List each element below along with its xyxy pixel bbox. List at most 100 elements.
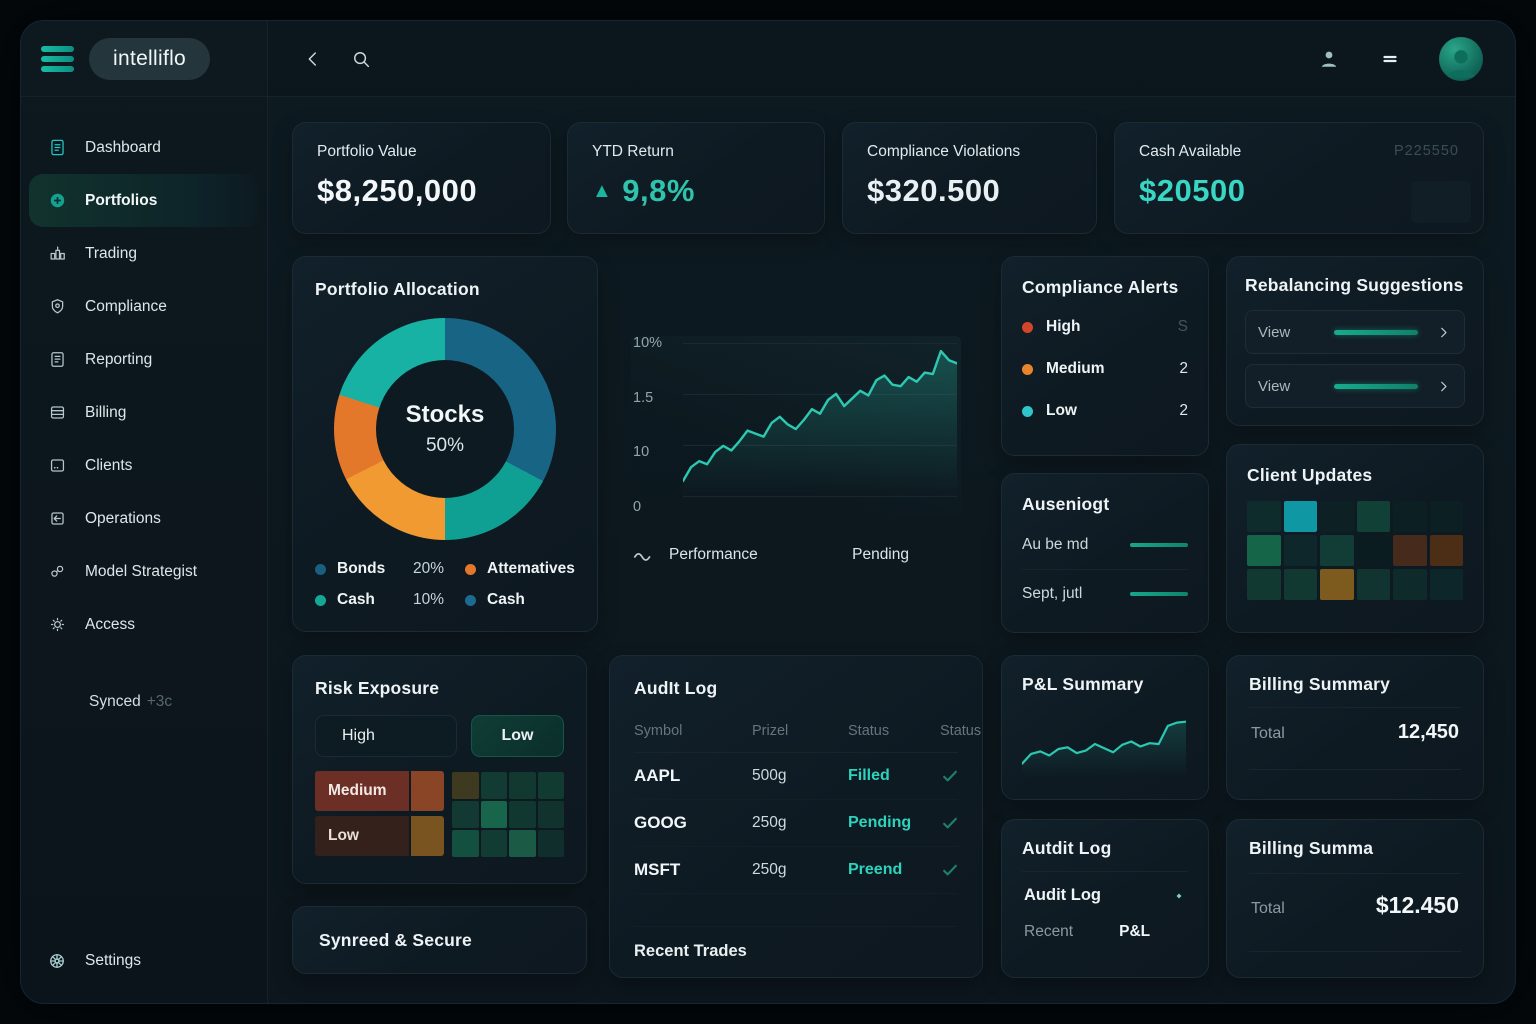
quantity-cell: 250g xyxy=(752,861,787,878)
alert-row-high: High S xyxy=(1022,306,1188,348)
sidebar-item-trading[interactable]: Trading xyxy=(29,227,259,280)
heatmap-cell xyxy=(1393,501,1427,532)
risk-high-button[interactable]: High xyxy=(315,715,457,757)
sidebar-item-billing[interactable]: Billing xyxy=(29,386,259,439)
alert-label: Medium xyxy=(1046,360,1105,377)
user-icon[interactable] xyxy=(1317,47,1341,71)
sidebar-item-model-strategist[interactable]: Model Strategist xyxy=(29,545,259,598)
search-icon[interactable] xyxy=(350,48,372,70)
avatar[interactable] xyxy=(1439,36,1483,81)
alert-label: Low xyxy=(1046,402,1077,419)
heatmap-cell xyxy=(1393,535,1427,566)
heatmap-cell xyxy=(452,830,479,857)
file-text-icon xyxy=(47,138,67,157)
heatmap-cell xyxy=(537,830,564,857)
heatmap-cell xyxy=(1247,535,1281,566)
billing-summa-card: Billing Summa Total $12.450 xyxy=(1226,819,1484,978)
heatmap-cell xyxy=(537,772,564,799)
sidebar: intelliflo Dashboard Portfolios Trading Com… xyxy=(21,21,268,1003)
back-icon[interactable] xyxy=(302,48,324,70)
stat-label: Cash Available xyxy=(1139,143,1242,160)
check-icon xyxy=(940,813,960,833)
heatmap-cell xyxy=(480,801,507,828)
risk-level-bars: Medium Low xyxy=(315,771,445,856)
sync-status: Synced +3c xyxy=(89,693,172,711)
sidebar-item-portfolios[interactable]: Portfolios xyxy=(29,174,259,227)
column-header: Status xyxy=(848,723,890,739)
up-arrow-icon: ▲ xyxy=(592,180,613,202)
heatmap-cell xyxy=(1320,569,1354,600)
client-updates-card: Client Updates xyxy=(1226,444,1484,633)
menu-icon[interactable] xyxy=(1379,48,1401,70)
heatmap-cell xyxy=(1356,569,1390,600)
rebalancing-view-row[interactable]: View xyxy=(1245,364,1465,408)
heatmap-cell xyxy=(1320,535,1354,566)
symbol-cell: AAPL xyxy=(634,766,681,785)
hamburger-icon[interactable] xyxy=(41,45,74,72)
legend-label: Cash xyxy=(337,591,375,608)
allocation-legend: Bonds 20% Attematives Cash 10% Cash xyxy=(315,560,575,609)
heatmap-cell xyxy=(1320,501,1354,532)
tab-recent[interactable]: Recent xyxy=(1024,923,1074,940)
sidebar-item-clients[interactable]: Clients xyxy=(29,439,259,492)
sidebar-item-settings[interactable]: Settings xyxy=(47,951,141,971)
stat-value: 9,8% xyxy=(622,173,695,208)
symbol-cell: MSFT xyxy=(634,860,681,879)
sidebar-item-label: Operations xyxy=(85,509,161,527)
y-axis-tick: 10 xyxy=(633,444,650,461)
chevron-right-icon xyxy=(1435,324,1452,341)
tab-pl[interactable]: P&L xyxy=(1119,923,1151,940)
quantity-cell: 500g xyxy=(752,767,787,784)
audit-row-aapl[interactable]: AAPL 500g Filled xyxy=(634,753,958,800)
severity-dot xyxy=(1022,363,1033,375)
y-axis-tick: 10% xyxy=(633,335,663,351)
card-title: Billing Summa xyxy=(1249,838,1374,858)
legend-label: Cash xyxy=(487,591,525,608)
sidebar-item-dashboard[interactable]: Dashboard xyxy=(29,121,259,174)
audit-log-item[interactable]: Audit Log xyxy=(1022,872,1188,915)
sidebar-item-operations[interactable]: Operations xyxy=(29,492,259,545)
sidebar-item-label: Model Strategist xyxy=(85,562,197,580)
symbol-cell: GOOG xyxy=(634,813,687,832)
rebalancing-view-row[interactable]: View xyxy=(1245,310,1465,354)
heatmap-cell xyxy=(1247,569,1281,600)
risk-heatmap xyxy=(452,772,564,857)
alert-row-medium: Medium 2 xyxy=(1022,348,1188,390)
legend-label: Bonds xyxy=(337,560,386,577)
card-title: AudIt Log xyxy=(634,678,718,698)
audit-row-goog[interactable]: GOOG 250g Pending xyxy=(634,800,958,847)
alert-count: 2 xyxy=(1179,402,1188,419)
card-title: Portfolio Allocation xyxy=(315,279,480,299)
quantity-cell: 250g xyxy=(752,814,787,831)
check-icon xyxy=(940,766,960,786)
rebalancing-list: View View xyxy=(1245,310,1465,408)
app-window: intelliflo Dashboard Portfolios Trading Com… xyxy=(20,20,1516,1004)
row-label: Au be md xyxy=(1022,536,1089,553)
alerts-list: High S Medium 2 Low 2 xyxy=(1022,306,1188,432)
risk-low-button[interactable]: Low xyxy=(470,715,564,757)
audit-row-msft[interactable]: MSFT 250g Preend xyxy=(634,847,958,894)
heatmap-cell xyxy=(1283,535,1317,566)
rows-icon xyxy=(47,403,67,422)
auseniogt-row: Au be md xyxy=(1022,521,1188,569)
sidebar-item-access[interactable]: Access xyxy=(29,598,259,651)
auseniogt-row: Sept, jutl xyxy=(1022,569,1188,618)
view-label: View xyxy=(1258,377,1291,395)
risk-bar-label: Medium xyxy=(315,771,409,811)
legend-dot xyxy=(465,594,476,606)
recent-trades-link[interactable]: Recent Trades xyxy=(634,926,958,961)
risk-exposure-card: Risk Exposure High Low Medium Low xyxy=(292,655,587,884)
sidebar-item-compliance[interactable]: Compliance xyxy=(29,280,259,333)
progress-bar xyxy=(1333,383,1418,389)
card-title: Rebalancing Suggestions xyxy=(1245,275,1464,295)
heatmap-cell xyxy=(537,801,564,828)
compliance-alerts-card: Compliance Alerts High S Medium 2 Low 2 xyxy=(1001,256,1209,456)
sidebar-item-reporting[interactable]: Reporting xyxy=(29,333,259,386)
heatmap-cell xyxy=(509,801,536,828)
box-arrow-icon xyxy=(47,509,67,528)
risk-bar-cap xyxy=(411,816,444,856)
heatmap-cell xyxy=(480,772,507,799)
total-label: Total xyxy=(1251,725,1285,742)
risk-bar-label: Low xyxy=(315,816,409,856)
legend-pct: 10% xyxy=(413,591,445,608)
